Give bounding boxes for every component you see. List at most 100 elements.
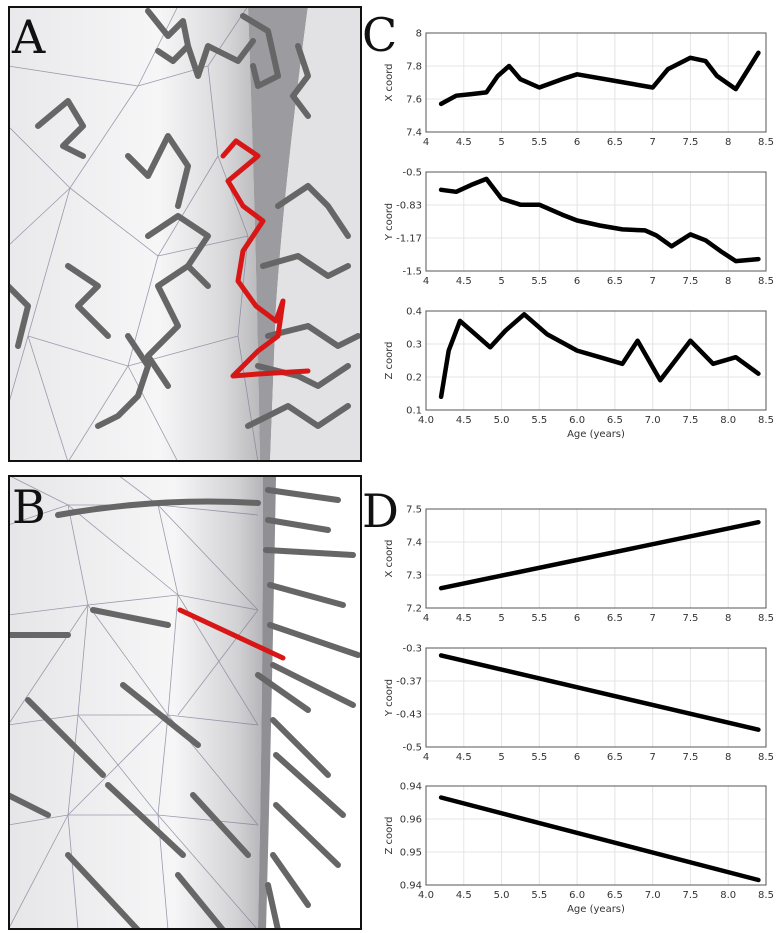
plot-frame bbox=[425, 32, 767, 133]
y-tick-label: -0.5 bbox=[402, 168, 422, 179]
y-tick-label: 0.4 bbox=[406, 307, 422, 318]
y-tick-label: -0.37 bbox=[396, 677, 422, 688]
panel-label-c: C bbox=[362, 8, 398, 62]
panel-label-d: D bbox=[362, 484, 399, 538]
x-tick-label: 5.0 bbox=[494, 415, 510, 426]
x-tick-label: 8 bbox=[725, 137, 731, 148]
x-axis-label: Age (years) bbox=[567, 429, 625, 440]
x-tick-label: 8 bbox=[725, 613, 731, 624]
plot-frame bbox=[425, 508, 767, 609]
y-tick-label: -0.5 bbox=[402, 743, 422, 754]
x-tick-label: 7 bbox=[649, 613, 655, 624]
x-tick-label: 5.5 bbox=[531, 752, 547, 763]
x-tick-label: 6.5 bbox=[607, 415, 623, 426]
y-tick-label: -1.17 bbox=[396, 234, 422, 245]
y-tick-label: -0.83 bbox=[396, 201, 422, 212]
plot-frame bbox=[425, 785, 767, 886]
y-tick-label: 0.94 bbox=[400, 881, 422, 892]
y-axis-label: X coord bbox=[384, 539, 395, 577]
y-tick-label: 7.6 bbox=[406, 95, 422, 106]
x-tick-label: 4.0 bbox=[418, 890, 434, 901]
series-line bbox=[438, 653, 761, 732]
x-tick-label: 4.5 bbox=[456, 613, 472, 624]
x-tick-label: 7.5 bbox=[682, 137, 698, 148]
plot-frame bbox=[425, 647, 767, 748]
x-tick-label: 7.5 bbox=[682, 752, 698, 763]
x-tick-label: 4 bbox=[423, 137, 429, 148]
y-tick-label: 7.4 bbox=[406, 128, 422, 139]
x-tick-label: 6.5 bbox=[607, 752, 623, 763]
y-tick-label: 0.96 bbox=[400, 815, 422, 826]
y-tick-label: 0.94 bbox=[400, 782, 422, 793]
x-tick-label: 8.5 bbox=[758, 137, 774, 148]
x-tick-label: 7 bbox=[649, 137, 655, 148]
plot-frame bbox=[425, 171, 767, 272]
x-tick-label: 6.0 bbox=[569, 890, 585, 901]
x-tick-label: 7.5 bbox=[682, 890, 698, 901]
y-tick-label: 8 bbox=[416, 29, 422, 40]
x-tick-label: 8.5 bbox=[758, 890, 774, 901]
x-tick-label: 6.5 bbox=[607, 613, 623, 624]
x-tick-label: 6.5 bbox=[607, 137, 623, 148]
x-tick-label: 8.5 bbox=[758, 752, 774, 763]
highlight-fiber-path bbox=[220, 138, 311, 379]
x-tick-label: 6 bbox=[574, 613, 580, 624]
y-tick-label: 0.3 bbox=[406, 340, 422, 351]
y-axis-label: X coord bbox=[384, 63, 395, 101]
x-tick-label: 8.0 bbox=[720, 890, 736, 901]
y-tick-label: 0.2 bbox=[406, 373, 422, 384]
y-tick-label: -0.43 bbox=[396, 710, 422, 721]
x-tick-label: 4.5 bbox=[456, 890, 472, 901]
x-tick-label: 6 bbox=[574, 276, 580, 287]
panel-label-b: B bbox=[12, 480, 46, 534]
panel-label-a: A bbox=[12, 10, 46, 64]
x-tick-label: 8 bbox=[725, 752, 731, 763]
x-tick-label: 6 bbox=[574, 137, 580, 148]
x-tick-label: 5 bbox=[498, 276, 504, 287]
x-tick-label: 6.0 bbox=[569, 415, 585, 426]
y-tick-label: 7.8 bbox=[406, 62, 422, 73]
x-tick-label: 7.5 bbox=[682, 415, 698, 426]
x-tick-label: 4 bbox=[423, 613, 429, 624]
x-tick-label: 4 bbox=[423, 752, 429, 763]
x-tick-label: 8.5 bbox=[758, 613, 774, 624]
x-tick-label: 5.5 bbox=[531, 890, 547, 901]
x-tick-label: 7.5 bbox=[682, 613, 698, 624]
y-axis-label: Y coord bbox=[384, 679, 395, 717]
y-tick-label: 7.3 bbox=[406, 571, 422, 582]
x-tick-label: 8.0 bbox=[720, 415, 736, 426]
x-tick-label: 6 bbox=[574, 752, 580, 763]
x-tick-label: 7 bbox=[649, 276, 655, 287]
y-tick-label: -1.5 bbox=[402, 267, 422, 278]
x-tick-label: 6.5 bbox=[607, 276, 623, 287]
x-tick-label: 5 bbox=[498, 137, 504, 148]
y-tick-label: 7.4 bbox=[406, 538, 422, 549]
plot-frame bbox=[425, 310, 767, 411]
y-tick-label: 7.5 bbox=[406, 505, 422, 516]
x-tick-label: 8 bbox=[725, 276, 731, 287]
series-line bbox=[438, 176, 761, 264]
x-tick-label: 8.5 bbox=[758, 415, 774, 426]
x-tick-label: 7.0 bbox=[645, 415, 661, 426]
series-line bbox=[438, 519, 761, 591]
x-tick-label: 8.5 bbox=[758, 276, 774, 287]
y-tick-label: 7.2 bbox=[406, 604, 422, 615]
x-tick-label: 4.5 bbox=[456, 137, 472, 148]
series-line bbox=[438, 795, 761, 883]
x-tick-label: 5 bbox=[498, 613, 504, 624]
x-tick-label: 7.0 bbox=[645, 890, 661, 901]
y-tick-label: 0.95 bbox=[400, 848, 422, 859]
x-tick-label: 5.5 bbox=[531, 613, 547, 624]
x-tick-label: 7 bbox=[649, 752, 655, 763]
x-tick-label: 4.5 bbox=[456, 415, 472, 426]
x-tick-label: 5.5 bbox=[531, 137, 547, 148]
x-tick-label: 7.5 bbox=[682, 276, 698, 287]
series-line bbox=[438, 50, 761, 107]
y-axis-label: Z coord bbox=[384, 816, 395, 854]
y-axis-label: Z coord bbox=[384, 341, 395, 379]
y-tick-label: 0.1 bbox=[406, 406, 422, 417]
x-tick-label: 5.0 bbox=[494, 890, 510, 901]
highlight-fiber-segment bbox=[177, 607, 286, 661]
x-tick-label: 6.5 bbox=[607, 890, 623, 901]
